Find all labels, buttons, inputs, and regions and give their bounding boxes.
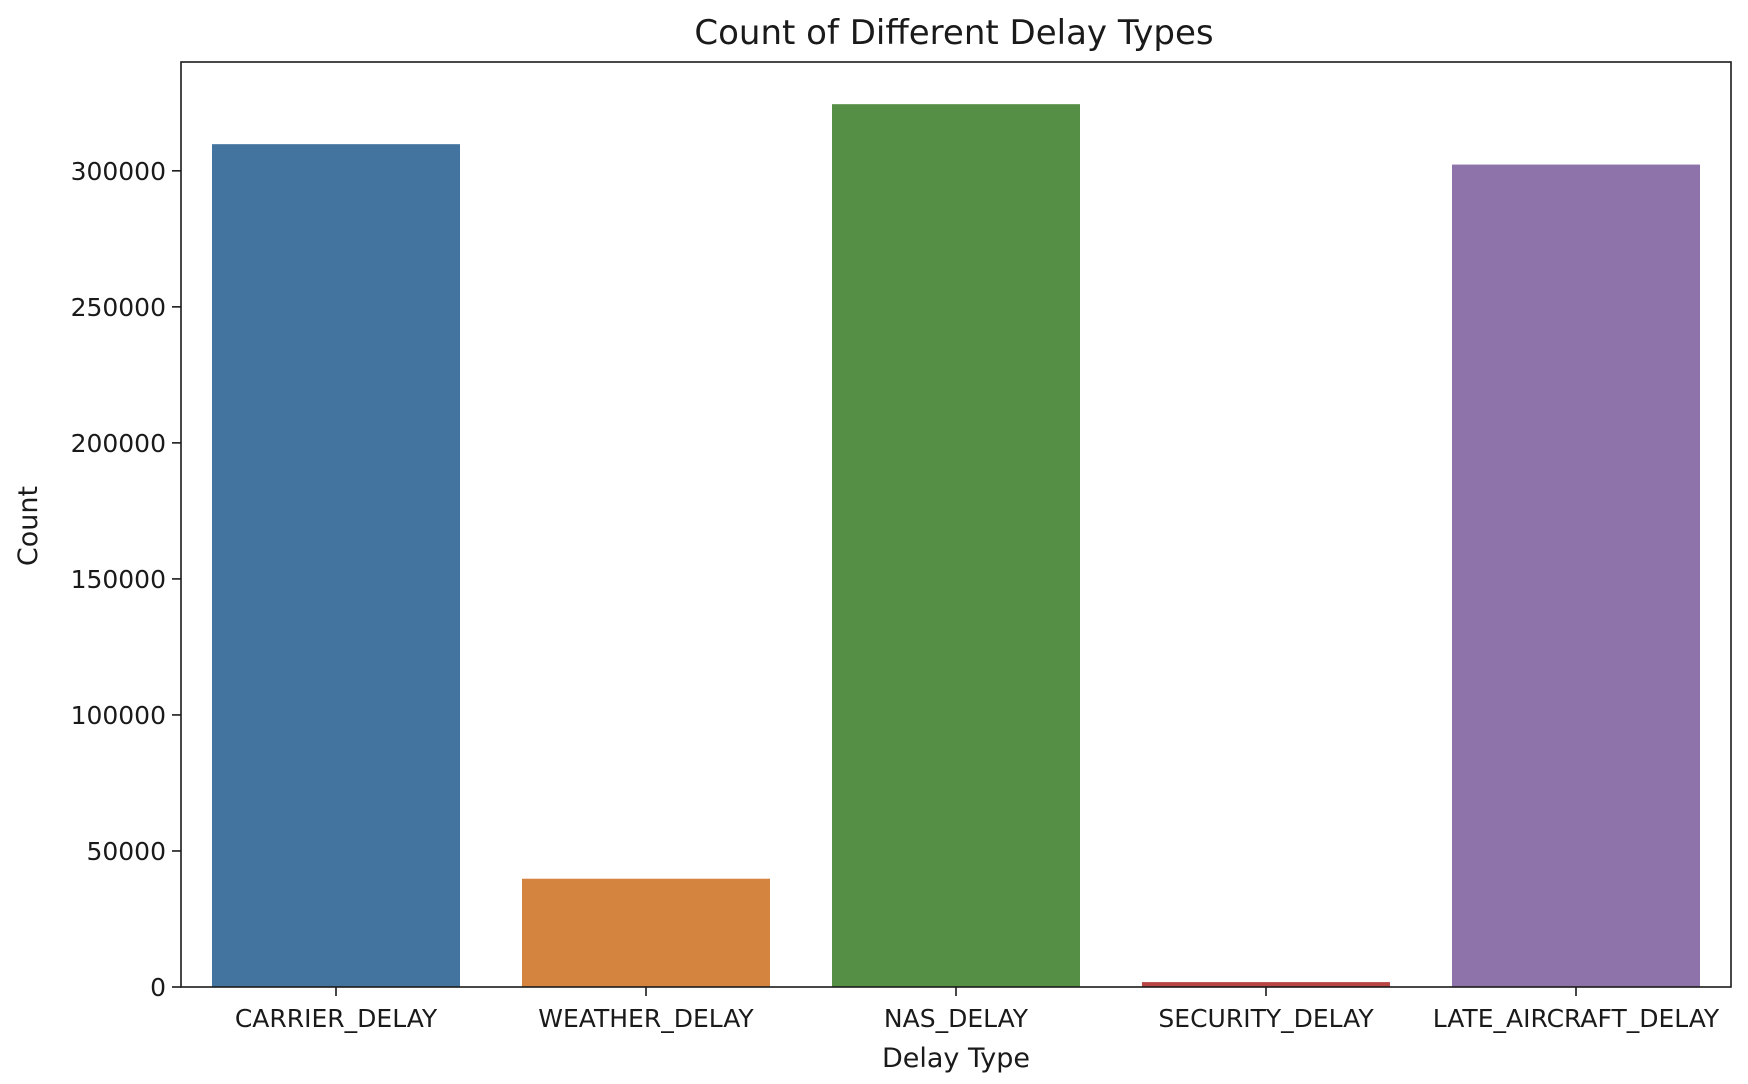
y-tick-label: 100000 (71, 701, 166, 730)
y-tick-label: 200000 (71, 429, 166, 458)
x-tick-label: SECURITY_DELAY (1158, 1004, 1374, 1033)
y-axis-ticks: 0 50000 100000 150000 200000 250000 300000 (71, 157, 181, 1002)
y-tick-label: 150000 (71, 565, 166, 594)
y-tick-label: 0 (150, 973, 166, 1002)
x-axis-ticks: CARRIER_DELAY WEATHER_DELAY NAS_DELAY SECUR… (235, 987, 1720, 1033)
bar-weather-delay (522, 878, 770, 987)
bar-carrier-delay (212, 144, 460, 988)
x-tick-label: NAS_DELAY (884, 1004, 1029, 1033)
y-tick-label: 50000 (86, 837, 166, 866)
plot-frame (180, 61, 1732, 988)
x-tick-label: WEATHER_DELAY (538, 1004, 754, 1033)
bar-nas-delay (832, 104, 1080, 987)
bars (212, 104, 1700, 988)
y-axis-label: Count (13, 486, 44, 566)
x-tick-label: LATE_AIRCRAFT_DELAY (1433, 1004, 1720, 1033)
x-tick-label: CARRIER_DELAY (235, 1004, 438, 1033)
y-tick-label: 300000 (71, 157, 166, 186)
chart-title: Count of Different Delay Types (694, 13, 1213, 53)
bar-late-aircraft-delay (1452, 164, 1700, 988)
x-axis-label: Delay Type (882, 1043, 1030, 1074)
y-tick-label: 250000 (71, 293, 166, 322)
bar-security-delay (1142, 982, 1390, 987)
